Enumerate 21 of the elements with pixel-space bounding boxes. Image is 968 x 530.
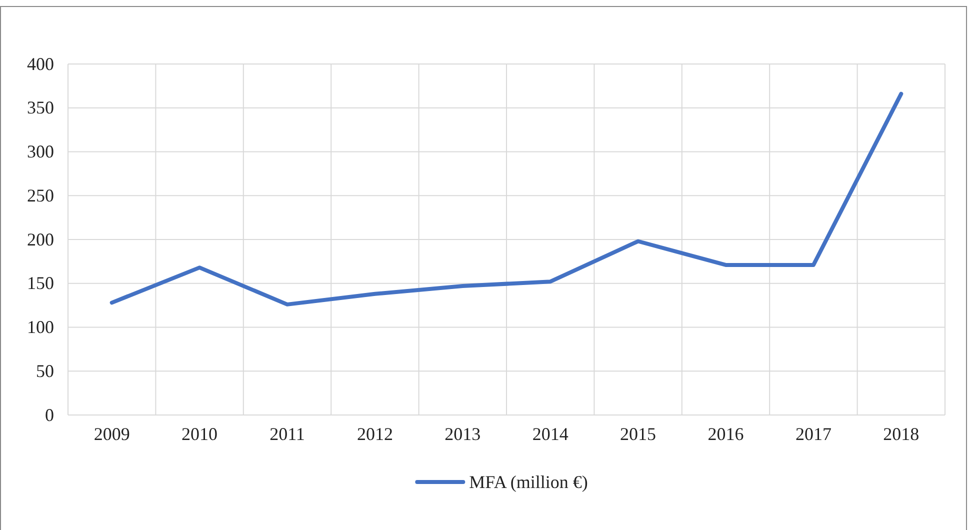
x-tick-label: 2013 <box>444 424 481 444</box>
x-tick-label: 2012 <box>356 424 393 444</box>
y-tick-label: 350 <box>27 98 54 118</box>
x-tick-label: 2016 <box>708 424 744 444</box>
x-tick-label: 2010 <box>182 424 218 444</box>
y-tick-label: 400 <box>27 54 54 74</box>
x-tick-label: 2009 <box>94 424 130 444</box>
y-tick-label: 300 <box>27 142 54 162</box>
y-tick-label: 100 <box>27 317 54 338</box>
x-tick-label: 2017 <box>795 424 832 444</box>
line-series <box>110 92 904 306</box>
y-tick-label: 0 <box>45 404 54 425</box>
legend-label: MFA (million €) <box>469 472 588 492</box>
y-tick-label: 50 <box>36 360 54 381</box>
y-tick-label: 200 <box>27 229 54 250</box>
x-tick-label: 2018 <box>883 424 920 444</box>
x-tick-label: 2011 <box>270 424 305 444</box>
x-tick-label: 2014 <box>532 424 568 444</box>
y-tick-label: 250 <box>27 185 54 206</box>
x-tick-label: 2015 <box>620 424 656 444</box>
y-tick-label: 150 <box>27 273 54 294</box>
